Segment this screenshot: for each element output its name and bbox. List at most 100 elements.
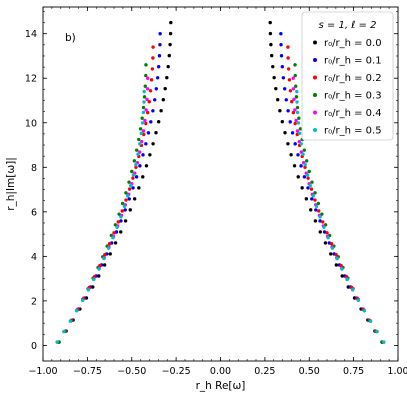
data-point: [278, 109, 282, 113]
data-point: [290, 131, 295, 135]
data-point: [314, 208, 318, 212]
data-point: [298, 131, 302, 136]
data-point: [309, 208, 313, 212]
data-point: [144, 142, 148, 146]
data-point: [296, 175, 300, 179]
data-point: [295, 110, 300, 115]
data-point: [329, 252, 333, 256]
data-point: [291, 87, 296, 91]
data-point: [292, 97, 296, 102]
data-point: [334, 263, 339, 267]
data-point: [124, 191, 128, 195]
data-point: [303, 165, 307, 169]
data-point: [286, 109, 290, 113]
data-point: [311, 194, 316, 198]
panel-label: b): [65, 32, 76, 44]
data-point: [269, 42, 273, 47]
y-axis-label: r_h|Im[ω]|: [5, 157, 17, 211]
data-point: [131, 186, 135, 190]
data-point: [108, 252, 112, 256]
data-point: [294, 118, 298, 123]
data-point: [302, 148, 307, 152]
data-point: [148, 89, 153, 93]
data-point: [125, 194, 130, 198]
data-point: [138, 142, 142, 146]
data-point: [382, 340, 386, 344]
data-point: [270, 53, 274, 58]
x-tick-label: 0.50: [299, 366, 320, 377]
data-point: [313, 198, 317, 202]
data-point: [142, 100, 146, 104]
data-point: [138, 127, 143, 131]
data-point: [137, 137, 141, 142]
data-point: [134, 162, 138, 167]
data-point: [290, 100, 294, 104]
data-point: [141, 129, 146, 133]
data-point: [168, 42, 172, 47]
data-point: [74, 309, 79, 313]
data-point: [296, 153, 300, 157]
data-point: [144, 63, 148, 67]
data-point: [137, 186, 141, 190]
data-point: [146, 131, 151, 135]
data-point: [291, 110, 296, 115]
data-point: [306, 176, 310, 180]
data-point: [147, 100, 151, 104]
data-point: [286, 56, 290, 60]
data-point: [151, 109, 155, 113]
data-point: [119, 219, 123, 223]
data-point: [159, 109, 163, 113]
data-point: [169, 20, 173, 25]
data-point: [143, 84, 147, 88]
x-tick-label: 1.00: [387, 366, 407, 377]
data-point: [268, 31, 273, 36]
legend-entry: r₀/r_h = 0.3: [324, 91, 382, 102]
data-point: [293, 63, 297, 67]
data-point: [168, 31, 173, 36]
data-point: [306, 186, 310, 190]
data-point: [305, 173, 310, 177]
legend-marker: [313, 75, 317, 80]
data-point: [314, 204, 319, 209]
data-point: [141, 110, 146, 115]
data-point: [132, 159, 137, 163]
y-tick-label: 6: [31, 207, 37, 218]
data-point: [120, 209, 124, 213]
x-tick-label: 0.25: [254, 366, 275, 377]
data-point: [368, 319, 373, 323]
data-point: [279, 43, 283, 47]
data-point: [299, 142, 303, 146]
data-point: [313, 191, 317, 195]
legend-title: s = 1, ℓ = 2: [319, 20, 377, 31]
data-point: [120, 201, 125, 206]
data-point: [127, 180, 131, 184]
legend-marker: [313, 110, 317, 115]
data-point: [140, 121, 145, 125]
data-point: [295, 100, 299, 104]
data-point: [116, 220, 120, 224]
data-point: [156, 65, 161, 69]
data-point: [307, 169, 311, 174]
data-point: [301, 152, 305, 156]
data-point: [158, 32, 162, 36]
x-tick-label: −0.75: [73, 366, 102, 377]
data-point: [293, 121, 297, 126]
data-point: [134, 148, 139, 152]
data-point: [295, 89, 299, 94]
data-point: [103, 252, 107, 257]
data-point: [157, 54, 162, 58]
data-point: [151, 45, 155, 49]
data-point: [310, 197, 314, 201]
data-point: [123, 208, 127, 212]
data-point: [304, 159, 309, 163]
legend: s = 1, ℓ = 2 r₀/r_h = 0.0 r₀/r_h = 0.1 r₀/r…: [301, 11, 394, 141]
x-tick-label: −0.25: [162, 366, 191, 377]
data-point: [151, 142, 155, 146]
data-point: [155, 76, 160, 80]
data-point: [318, 219, 322, 223]
data-point: [298, 127, 303, 131]
data-point: [161, 98, 165, 102]
data-point: [272, 75, 276, 80]
data-point: [112, 231, 116, 235]
data-point: [295, 129, 300, 133]
